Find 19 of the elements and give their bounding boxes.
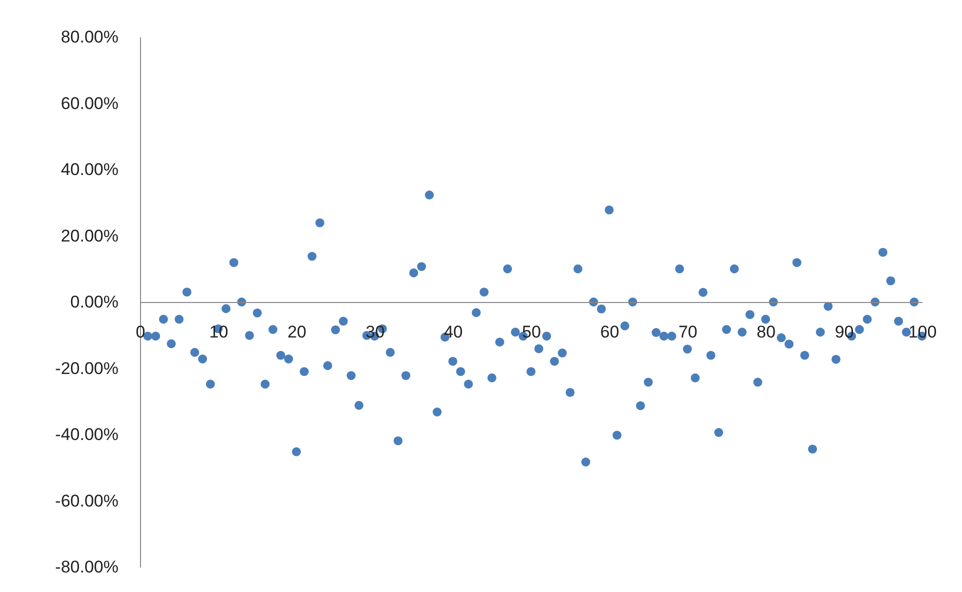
- x-tick-label: 80: [756, 322, 776, 342]
- x-tick-label: 70: [678, 322, 698, 342]
- y-tick-label: -20.00%: [55, 358, 118, 378]
- x-tick-label: 20: [287, 322, 306, 342]
- x-tick-label: 90: [834, 322, 854, 342]
- y-tick-label: 0.00%: [70, 292, 118, 312]
- y-tick-label: -40.00%: [55, 425, 118, 444]
- x-tick-label: 40: [444, 322, 463, 342]
- y-tick-label: 20.00%: [60, 226, 118, 246]
- x-tick-label: 100: [908, 322, 937, 342]
- y-tick-label: 60.00%: [60, 94, 118, 113]
- y-tick-label: -60.00%: [55, 491, 118, 510]
- x-tick-label: 10: [209, 322, 228, 342]
- x-tick-label: 60: [600, 322, 620, 342]
- x-tick-label: 50: [522, 322, 541, 342]
- y-tick-label: 80.00%: [60, 28, 118, 46]
- x-tick-label: 0: [136, 322, 146, 342]
- y-tick-label: -80.00%: [55, 558, 118, 576]
- y-tick-label: 40.00%: [60, 160, 118, 179]
